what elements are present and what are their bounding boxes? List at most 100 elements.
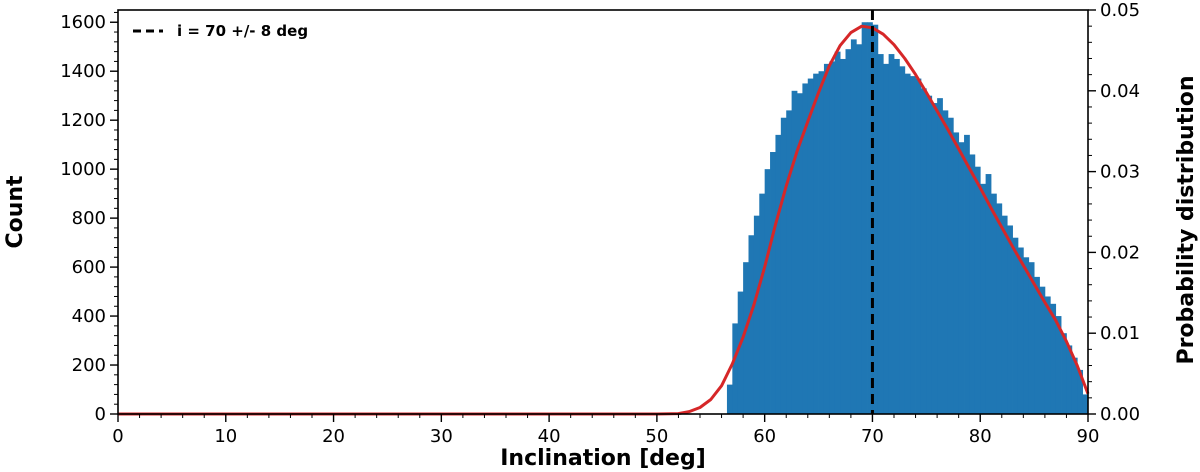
- histogram-bar: [1055, 316, 1062, 414]
- x-tick-label: 0: [112, 426, 123, 447]
- legend: i = 70 +/- 8 deg: [133, 22, 308, 40]
- y-tick-label: 600: [72, 257, 106, 278]
- y-tick-label: 1400: [60, 61, 106, 82]
- histogram-bar: [1001, 215, 1008, 414]
- histogram-bar: [850, 39, 857, 415]
- histogram-bar: [1044, 296, 1051, 414]
- x-axis-title: Inclination [deg]: [500, 446, 706, 471]
- histogram-bar: [737, 291, 744, 414]
- y-tick-label: 1200: [60, 110, 106, 131]
- histogram-bar: [1023, 257, 1030, 414]
- histogram-bar: [1082, 394, 1089, 414]
- histogram-bar: [904, 73, 911, 414]
- x-axis-ticks: 0 10 20 30 40 50 60 70 80 90: [112, 414, 1099, 447]
- y2-axis-title: Probability distribution: [1174, 75, 1199, 364]
- histogram-bar: [937, 98, 943, 415]
- y2-tick-label: 0.04: [1100, 81, 1140, 102]
- histogram-bar: [915, 78, 922, 414]
- x-tick-label: 10: [214, 426, 237, 447]
- histogram-bar: [759, 193, 766, 414]
- histogram-bar: [743, 262, 749, 414]
- histogram-bar: [974, 166, 981, 414]
- histogram-bar: [732, 323, 739, 414]
- histogram-bar: [883, 63, 890, 414]
- x-tick-label: 50: [645, 426, 668, 447]
- histogram-bar: [980, 183, 987, 414]
- histogram-bar: [910, 76, 916, 414]
- histogram-bar: [834, 51, 841, 415]
- histogram-bars: [726, 22, 1089, 415]
- x-tick-label: 70: [861, 426, 884, 447]
- histogram-bar: [888, 54, 895, 415]
- x-tick-label: 30: [430, 426, 453, 447]
- y2-tick-label: 0.01: [1100, 323, 1140, 344]
- histogram-bar: [823, 63, 830, 414]
- histogram-bar: [867, 22, 873, 414]
- histogram-bar: [894, 58, 900, 414]
- histogram-bar: [953, 132, 960, 414]
- histogram-bar: [1050, 303, 1057, 414]
- histogram-bar: [985, 174, 992, 414]
- y2-tick-label: 0.00: [1100, 404, 1140, 425]
- histogram-bar: [764, 169, 771, 414]
- histogram-bar: [861, 22, 868, 414]
- x-tick-label: 20: [322, 426, 345, 447]
- y-tick-label: 0: [95, 404, 106, 425]
- histogram-bar: [947, 117, 954, 414]
- histogram-bar: [856, 44, 863, 415]
- y-axis-title: Count: [3, 175, 28, 249]
- histogram-bar: [991, 193, 997, 414]
- y2-axis-ticks: 0.00 0.01 0.02 0.03 0.04 0.05: [1088, 0, 1140, 425]
- histogram-bar: [775, 134, 782, 414]
- y-tick-label: 800: [72, 208, 106, 229]
- histogram-bar: [770, 152, 776, 414]
- histogram-bar: [1028, 262, 1035, 414]
- histogram-bar: [840, 58, 846, 414]
- histogram-bar: [813, 73, 819, 414]
- histogram-bar: [753, 215, 760, 414]
- histogram-bar: [931, 103, 938, 415]
- histogram-bar: [780, 117, 787, 414]
- histogram-bar: [1012, 237, 1019, 414]
- histogram-bar: [899, 66, 906, 414]
- histogram-bar: [964, 134, 970, 414]
- y-tick-label: 400: [72, 306, 106, 327]
- histogram-bar: [802, 83, 809, 415]
- y2-tick-label: 0.02: [1100, 242, 1140, 263]
- x-tick-label: 60: [753, 426, 776, 447]
- histogram-bar: [1017, 247, 1024, 414]
- y-tick-label: 1600: [60, 12, 106, 33]
- y-tick-label: 1000: [60, 159, 106, 180]
- histogram-bar: [726, 384, 733, 414]
- histogram-bar: [797, 93, 803, 415]
- y-tick-label: 200: [72, 355, 106, 376]
- histogram-bar: [926, 95, 933, 415]
- histogram-bar: [942, 110, 949, 414]
- histogram-bar: [920, 88, 927, 415]
- legend-label: i = 70 +/- 8 deg: [177, 22, 308, 40]
- histogram-bar: [786, 110, 793, 414]
- y2-tick-label: 0.03: [1100, 162, 1140, 183]
- histogram-bar: [1071, 357, 1078, 414]
- y-axis-ticks: 0 200 400 600 800 1000 1200 1400 1600: [60, 11, 118, 425]
- histogram-bar: [791, 90, 798, 415]
- histogram-bar: [1061, 333, 1067, 414]
- histogram-bar: [996, 203, 1003, 414]
- histogram-bar: [1077, 369, 1084, 414]
- histogram-bar: [1007, 225, 1013, 414]
- histogram-bar: [845, 49, 852, 415]
- histogram-bar: [969, 154, 976, 414]
- histogram-bar: [1039, 286, 1046, 414]
- y2-tick-label: 0.05: [1100, 0, 1140, 21]
- plot-frame: [117, 9, 1089, 415]
- x-tick-label: 40: [538, 426, 561, 447]
- histogram-bar: [958, 142, 965, 414]
- histogram-bar: [877, 54, 884, 415]
- histogram-bar: [748, 235, 755, 414]
- x-tick-label: 80: [969, 426, 992, 447]
- histogram-bar: [818, 71, 825, 414]
- histogram-bar: [1066, 345, 1073, 414]
- x-tick-label: 90: [1077, 426, 1100, 447]
- histogram-bar: [829, 61, 836, 414]
